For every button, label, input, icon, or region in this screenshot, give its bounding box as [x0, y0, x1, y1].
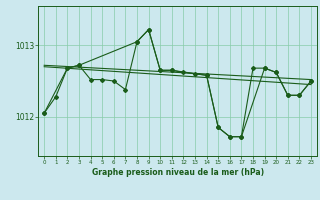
X-axis label: Graphe pression niveau de la mer (hPa): Graphe pression niveau de la mer (hPa) — [92, 168, 264, 177]
